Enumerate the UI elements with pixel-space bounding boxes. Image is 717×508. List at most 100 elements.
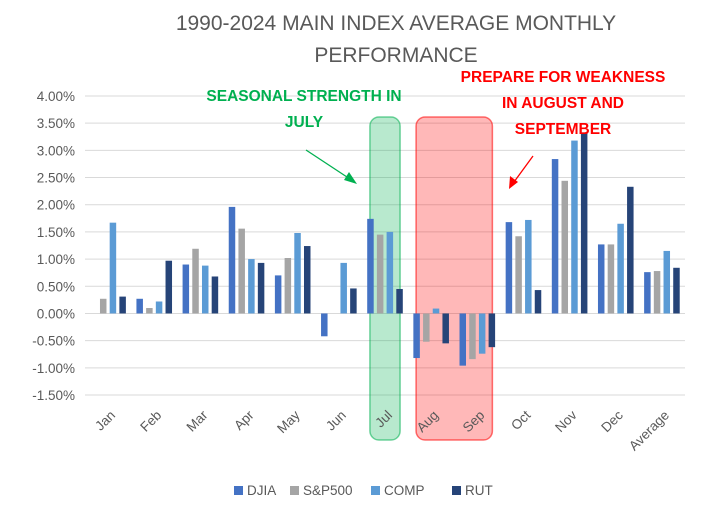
y-tick-label: 2.50% (37, 171, 75, 186)
legend-swatch-djia (234, 486, 243, 495)
x-tick-label: Mar (183, 407, 210, 434)
bar-jun-comp (340, 262, 347, 314)
x-tick-label: Feb (137, 408, 164, 435)
legend-label-comp: COMP (384, 483, 425, 498)
bar-sep-sp500 (469, 313, 476, 360)
x-tick-label: Jan (92, 408, 118, 434)
bar-jan-comp (109, 222, 117, 314)
x-tick-label: May (274, 407, 303, 436)
bar-nov-djia (551, 159, 559, 314)
bar-dec-djia (597, 244, 605, 314)
chart-title: 1990-2024 MAIN INDEX AVERAGE MONTHLY PER… (176, 12, 616, 67)
x-tick-label: Average (626, 408, 672, 454)
bar-apr-rut (257, 262, 265, 314)
bar-jan-sp500 (99, 298, 107, 314)
bar-jun-rut (350, 288, 357, 314)
bar-oct-djia (505, 222, 513, 314)
bar-feb-rut (165, 260, 173, 314)
y-tick-label: -1.00% (32, 361, 75, 376)
bar-mar-rut (211, 276, 219, 314)
bar-aug-sp500 (423, 313, 430, 342)
y-tick-label: -1.50% (32, 388, 75, 403)
x-axis-ticks: Jan Feb Mar Apr May Jun Jul Aug Sep Oct Nov Dec Aver… (92, 407, 672, 453)
highlight-july (369, 116, 401, 441)
annotation-aug-sep: PREPARE FOR WEAKNESS IN AUGUST AND SEPTE… (461, 69, 666, 189)
annotation-july: SEASONAL STRENGTH IN JULY (206, 88, 402, 184)
bar-oct-comp (525, 219, 532, 314)
bar-may-rut (303, 246, 311, 314)
annotation-aug-sep-arrowhead (509, 176, 518, 189)
annotation-aug-sep-line-3: SEPTEMBER (515, 121, 611, 138)
x-tick-label: Oct (508, 407, 534, 433)
annotation-aug-sep-line-2: IN AUGUST AND (502, 95, 624, 112)
annotation-july-line-2: JULY (285, 114, 324, 131)
y-tick-label: 1.00% (37, 252, 75, 267)
bar-average-comp (663, 250, 671, 314)
chart-title-line-2: PERFORMANCE (314, 44, 477, 67)
y-tick-label: 3.50% (37, 116, 75, 131)
bar-mar-comp (201, 265, 209, 314)
bar-average-djia (644, 272, 651, 314)
bar-jan-rut (119, 296, 126, 314)
bar-sep-rut (488, 313, 496, 348)
bar-oct-sp500 (515, 236, 522, 314)
bar-jul-rut (396, 288, 403, 314)
legend-swatch-rut (452, 486, 461, 495)
bar-average-sp500 (653, 271, 661, 314)
annotation-aug-sep-arrow (513, 155, 534, 183)
legend-swatch-comp (371, 486, 380, 495)
x-tick-label: Nov (552, 407, 580, 435)
chart-title-line-1: 1990-2024 MAIN INDEX AVERAGE MONTHLY (176, 12, 616, 35)
bar-nov-rut (580, 132, 588, 314)
y-tick-label: -0.50% (32, 334, 75, 349)
bar-aug-djia (413, 313, 420, 359)
bar-nov-sp500 (561, 180, 569, 314)
bar-dec-rut (627, 186, 634, 314)
bar-may-djia (274, 275, 282, 314)
legend-label-rut: RUT (465, 483, 493, 498)
bar-apr-comp (248, 259, 255, 314)
bar-may-sp500 (284, 258, 292, 314)
bar-feb-djia (136, 298, 143, 314)
y-tick-label: 3.00% (37, 143, 75, 158)
bar-jul-sp500 (376, 234, 384, 314)
bar-aug-comp (432, 308, 440, 314)
bar-mar-djia (182, 264, 190, 314)
x-tick-label: Jun (323, 408, 349, 434)
bar-dec-sp500 (607, 244, 615, 314)
legend: DJIA S&P500 COMP RUT (234, 483, 493, 498)
bar-jun-djia (321, 313, 328, 337)
bar-oct-rut (534, 290, 542, 314)
bar-feb-sp500 (146, 308, 153, 314)
bar-nov-comp (571, 140, 578, 314)
bar-sep-djia (459, 313, 467, 366)
legend-swatch-sp500 (290, 486, 299, 495)
annotation-july-line-1: SEASONAL STRENGTH IN (206, 88, 401, 105)
bar-sep-comp (478, 313, 486, 354)
y-tick-label: 2.00% (37, 198, 75, 213)
legend-label-sp500: S&P500 (303, 483, 353, 498)
bar-apr-djia (228, 206, 236, 314)
bar-may-comp (294, 232, 301, 314)
y-tick-label: 4.00% (37, 89, 75, 104)
x-tick-label: Apr (231, 407, 257, 433)
highlight-aug-sep (415, 116, 494, 441)
gridlines (85, 95, 685, 396)
bar-jul-comp (386, 231, 394, 314)
bar-mar-sp500 (192, 248, 199, 314)
y-tick-label: 1.50% (37, 225, 75, 240)
bar-average-rut (673, 267, 680, 314)
annotation-july-arrow (305, 149, 351, 180)
bar-feb-comp (155, 301, 163, 314)
y-tick-label: 0.00% (37, 306, 75, 321)
bar-apr-sp500 (238, 228, 245, 314)
y-axis-ticks: 4.00% 3.50% 3.00% 2.50% 2.00% 1.50% 1.00% 0.50%… (32, 89, 75, 403)
x-tick-label: Dec (598, 407, 626, 435)
bar-aug-rut (442, 313, 449, 344)
bar-dec-comp (617, 223, 624, 314)
annotation-aug-sep-line-1: PREPARE FOR WEAKNESS (461, 69, 666, 86)
y-tick-label: 0.50% (37, 279, 75, 294)
bar-jul-djia (367, 218, 374, 314)
legend-label-djia: DJIA (247, 483, 276, 498)
